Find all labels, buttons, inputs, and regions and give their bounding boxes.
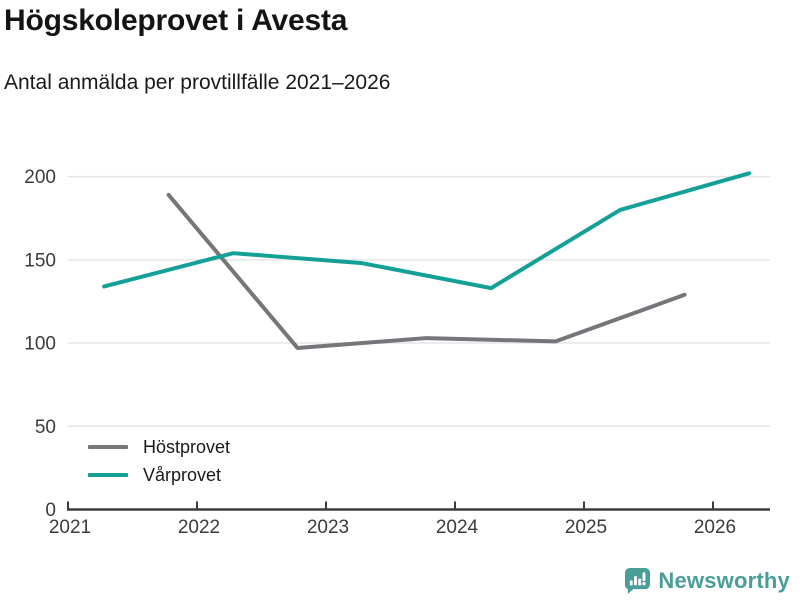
y-axis-tick-labels: 0 50 100 150 200 [24,167,56,521]
legend-label-hostprovet: Höstprovet [143,436,231,457]
svg-text:2021: 2021 [49,517,91,538]
svg-text:0: 0 [45,500,56,521]
legend-swatch-varprovet [88,473,128,477]
newsworthy-bar-chart-bubble-icon [625,567,651,594]
svg-text:2022: 2022 [178,517,220,538]
svg-text:100: 100 [24,334,56,355]
legend-label-varprovet: Vårprovet [143,464,222,485]
chart-title: Högskoleprovet i Avesta [4,4,348,37]
svg-text:2026: 2026 [694,517,736,538]
svg-text:2025: 2025 [565,517,607,538]
svg-text:2024: 2024 [436,517,479,538]
newsworthy-logo: Newsworthy [624,567,790,594]
svg-text:2023: 2023 [307,517,349,538]
gridlines [68,175,770,428]
legend-item-hostprovet: Höstprovet [88,437,230,457]
svg-text:200: 200 [24,167,56,188]
x-axis-ticks [67,501,714,509]
legend-item-varprovet: Vårprovet [88,465,230,485]
line-hostprovet [166,192,687,351]
legend: Höstprovet Vårprovet [88,437,230,485]
x-axis-tick-labels: 2021 2022 2023 2024 2025 2026 [49,517,736,538]
svg-text:50: 50 [35,417,56,438]
newsworthy-wordmark: Newsworthy [658,567,790,593]
legend-swatch-hostprovet [88,445,128,449]
svg-text:150: 150 [24,250,56,271]
chart-subtitle: Antal anmälda per provtillfälle 2021–202… [4,71,391,94]
line-varprovet [102,171,752,291]
